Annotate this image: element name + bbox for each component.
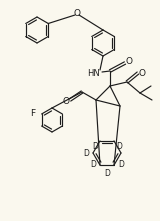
Text: F: F	[30, 109, 35, 118]
Text: D: D	[92, 142, 98, 151]
Text: O: O	[73, 10, 80, 19]
Text: D: D	[104, 170, 110, 179]
Text: O: O	[63, 97, 69, 105]
Text: O: O	[125, 57, 132, 67]
Text: D: D	[90, 160, 96, 169]
Text: O: O	[139, 69, 145, 78]
Text: D: D	[118, 160, 124, 169]
Text: HN: HN	[88, 69, 100, 78]
Text: D: D	[116, 142, 122, 151]
Text: D: D	[83, 149, 89, 158]
